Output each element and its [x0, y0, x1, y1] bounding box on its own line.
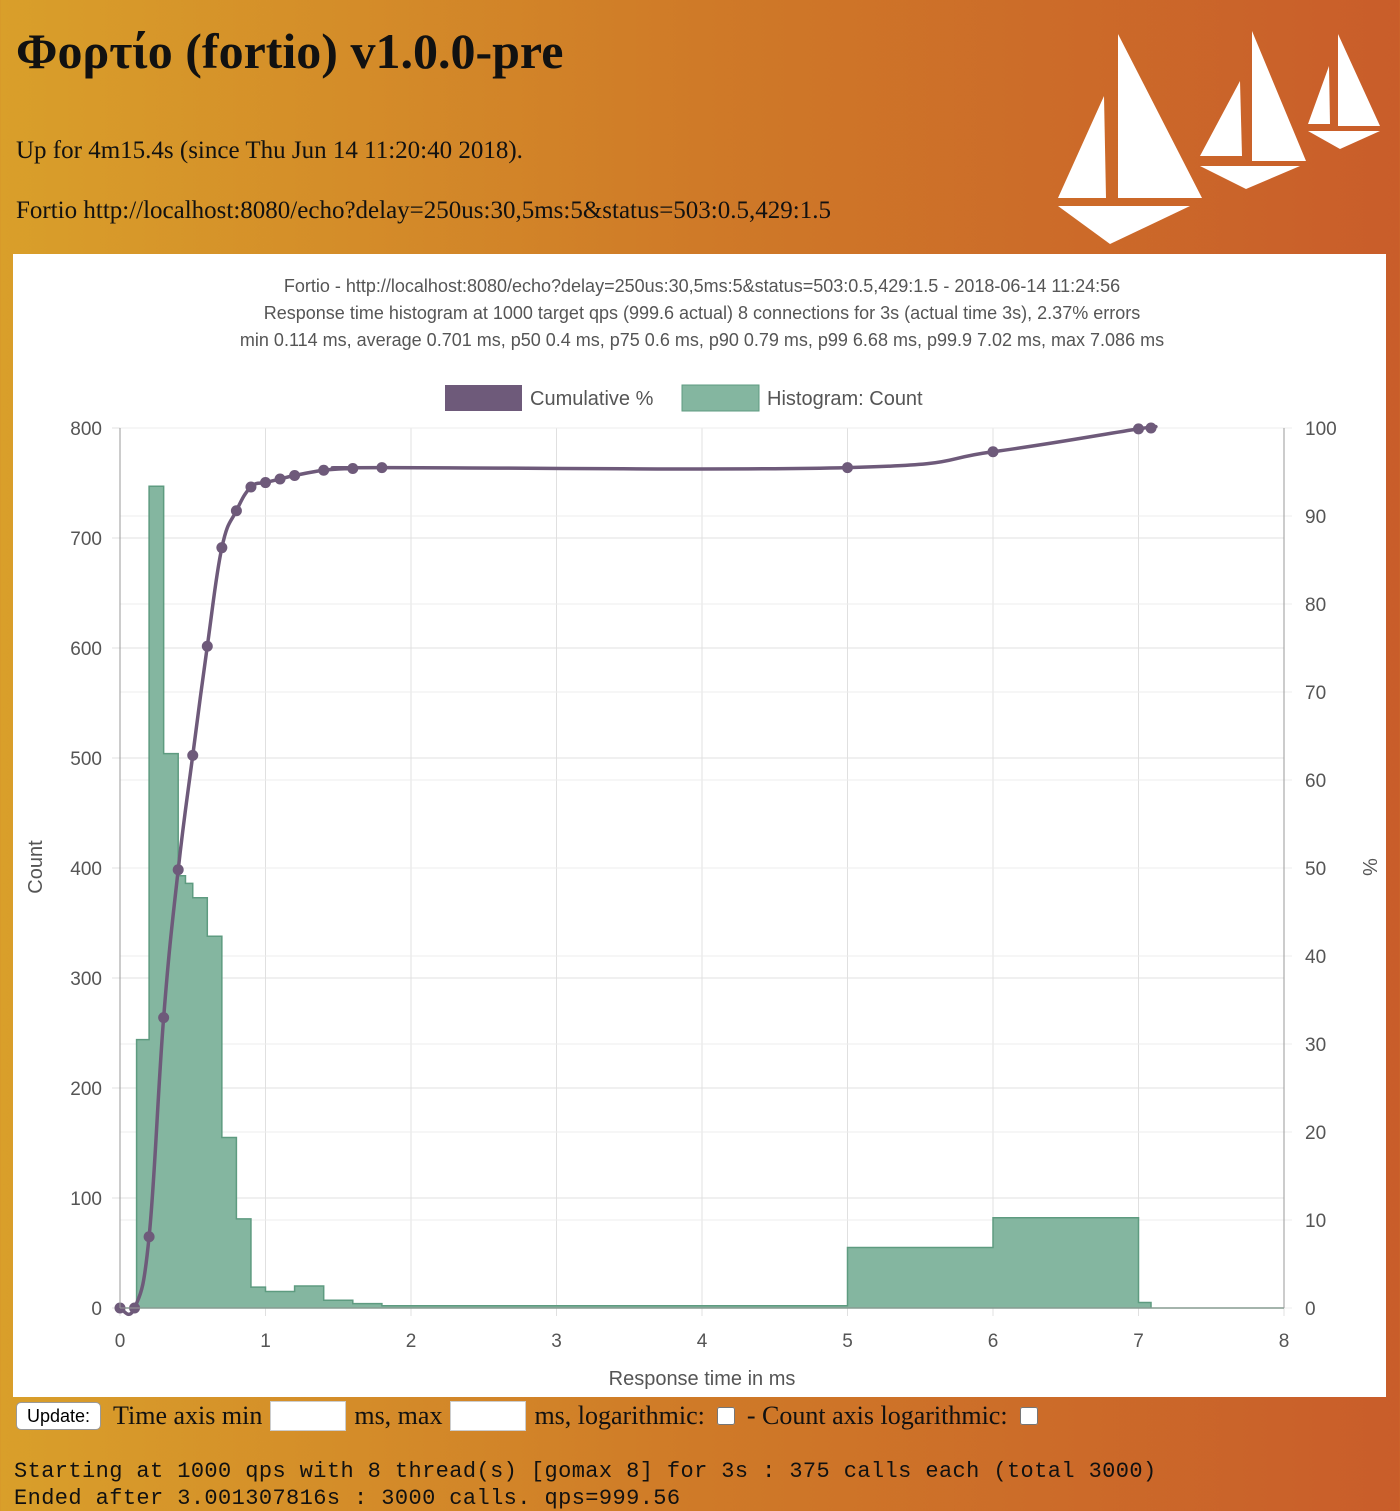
y-tick-label: 100: [70, 1189, 102, 1210]
histogram-bar: [178, 876, 185, 1308]
time-axis-log-checkbox[interactable]: [716, 1407, 735, 1425]
y-tick-label: 400: [70, 859, 102, 880]
legend-swatch-histogram[interactable]: [681, 384, 760, 412]
cumulative-point[interactable]: [143, 1231, 155, 1243]
y2-tick-label: 20: [1305, 1123, 1326, 1144]
cumulative-point[interactable]: [245, 481, 257, 493]
legend-swatch-cumulative[interactable]: [445, 385, 522, 411]
cumulative-point[interactable]: [842, 462, 853, 474]
run-log-end: Ended after 3.001307816s : 3000 calls. q…: [14, 1486, 681, 1511]
cumulative-point[interactable]: [347, 462, 359, 474]
y-axis-label: Count: [25, 840, 47, 894]
y-tick-label: 600: [70, 639, 102, 660]
time-axis-min-label: Time axis min: [113, 1401, 263, 1430]
histogram-bar: [251, 1287, 266, 1308]
cumulative-point[interactable]: [172, 864, 184, 876]
histogram-bar: [185, 883, 192, 1308]
sailboats-logo: [1058, 31, 1380, 244]
y-tick-label: 700: [70, 529, 102, 550]
chart-title-line-3: min 0.114 ms, average 0.701 ms, p50 0.4 …: [240, 330, 1164, 350]
update-button[interactable]: Update:: [16, 1402, 102, 1430]
histogram-bar: [164, 754, 179, 1308]
cumulative-point[interactable]: [216, 542, 228, 554]
histogram-bar: [848, 1248, 994, 1309]
y2-tick-label: 10: [1305, 1211, 1326, 1232]
cumulative-point[interactable]: [987, 446, 999, 458]
histogram-bar: [266, 1292, 295, 1309]
histogram-chart: Fortio - http://localhost:8080/echo?dela…: [25, 276, 1380, 1390]
y2-tick-label: 0: [1305, 1299, 1316, 1320]
cumulative-point[interactable]: [289, 470, 301, 482]
cumulative-point[interactable]: [187, 749, 199, 761]
time-axis-log-label: ms, logarithmic:: [534, 1401, 705, 1430]
x-tick-label: 3: [551, 1331, 562, 1352]
chart-title-line-1: Fortio - http://localhost:8080/echo?dela…: [284, 276, 1120, 296]
histogram-bar: [1139, 1303, 1152, 1309]
count-axis-log-checkbox[interactable]: [1019, 1407, 1038, 1425]
histogram-bar: [207, 936, 222, 1308]
uptime-text: Up for 4m15.4s (since Thu Jun 14 11:20:4…: [16, 137, 523, 164]
x-tick-label: 5: [842, 1331, 853, 1352]
page-title: Φορτίο (fortio) v1.0.0-pre: [16, 23, 564, 79]
cumulative-point[interactable]: [230, 505, 242, 517]
histogram-bar: [324, 1300, 353, 1308]
time-axis-max-input[interactable]: [450, 1401, 527, 1431]
cumulative-point[interactable]: [201, 640, 213, 652]
x-tick-label: 8: [1279, 1331, 1290, 1352]
y2-axis-label: %: [1358, 858, 1380, 876]
cumulative-line: [119, 424, 1158, 1317]
y-tick-label: 300: [70, 969, 102, 990]
y-tick-label: 800: [70, 419, 102, 440]
y2-tick-label: 30: [1305, 1035, 1326, 1056]
cumulative-point[interactable]: [318, 464, 330, 476]
cumulative-point[interactable]: [158, 1012, 170, 1024]
y-tick-label: 200: [70, 1079, 102, 1100]
x-tick-label: 1: [260, 1331, 271, 1352]
y-tick-label: 0: [91, 1299, 102, 1320]
histogram-bar: [149, 486, 164, 1308]
y2-tick-label: 50: [1305, 859, 1326, 880]
legend-label-cumulative[interactable]: Cumulative %: [530, 388, 654, 410]
target-url-text: Fortio http://localhost:8080/echo?delay=…: [16, 197, 831, 224]
axis-controls: Update: Time axis min ms, max ms, logari…: [16, 1401, 1046, 1431]
y2-tick-label: 100: [1305, 419, 1337, 440]
time-axis-max-label: ms, max: [354, 1401, 443, 1430]
y-tick-label: 500: [70, 749, 102, 770]
time-axis-min-input[interactable]: [270, 1401, 347, 1431]
x-tick-label: 6: [988, 1331, 999, 1352]
x-axis-label: Response time in ms: [609, 1368, 796, 1390]
cumulative-point[interactable]: [1145, 422, 1157, 434]
y2-tick-label: 80: [1305, 595, 1326, 616]
histogram-bar: [193, 898, 208, 1308]
y2-tick-label: 70: [1305, 683, 1326, 704]
histogram-bar: [295, 1286, 324, 1308]
count-axis-log-label: - Count axis logarithmic:: [746, 1401, 1008, 1430]
x-tick-label: 2: [406, 1331, 417, 1352]
legend-label-histogram[interactable]: Histogram: Count: [767, 388, 923, 410]
y2-tick-label: 40: [1305, 947, 1326, 968]
x-tick-label: 0: [115, 1331, 126, 1352]
histogram-bar: [353, 1304, 382, 1308]
chart-title-line-2: Response time histogram at 1000 target q…: [264, 303, 1140, 323]
run-log-start: Starting at 1000 qps with 8 thread(s) [g…: [14, 1459, 1157, 1484]
x-tick-label: 7: [1133, 1331, 1144, 1352]
x-tick-label: 4: [697, 1331, 708, 1352]
histogram-bar: [222, 1138, 237, 1309]
histogram-area: [120, 485, 1284, 1309]
cumulative-point[interactable]: [376, 462, 388, 474]
y2-tick-label: 60: [1305, 771, 1326, 792]
cumulative-point[interactable]: [274, 473, 286, 485]
y2-tick-label: 90: [1305, 507, 1326, 528]
cumulative-point[interactable]: [1133, 423, 1144, 435]
chart-panel: Fortio - http://localhost:8080/echo?dela…: [13, 254, 1386, 1397]
histogram-bar: [993, 1218, 1139, 1308]
histogram-bar: [236, 1219, 251, 1308]
cumulative-point[interactable]: [260, 477, 271, 489]
